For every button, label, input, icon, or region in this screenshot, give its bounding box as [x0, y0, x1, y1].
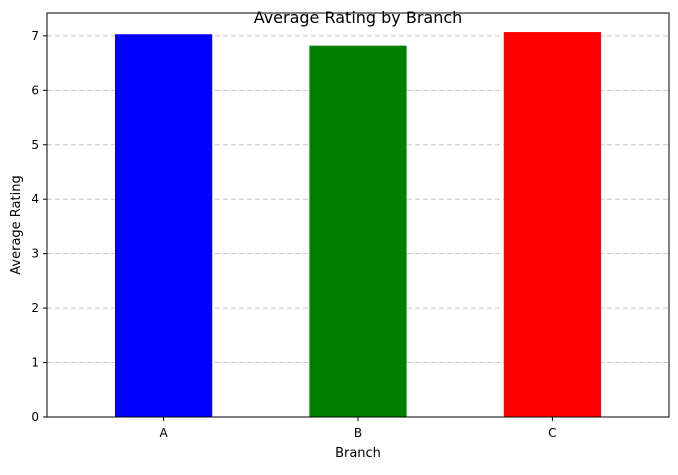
- y-tick-label: 3: [31, 247, 39, 261]
- y-axis-label: Average Rating: [9, 175, 24, 274]
- bar-B: [309, 45, 407, 418]
- y-tick-label: 0: [31, 410, 39, 424]
- bar-C: [503, 32, 601, 417]
- y-tick-label: 7: [31, 29, 39, 43]
- x-tick-label: B: [354, 426, 362, 440]
- y-axis-ticks: 0 1 2 3 4 5 6 7: [31, 29, 47, 424]
- x-axis-ticks: A B C: [160, 417, 557, 440]
- bar-A: [115, 34, 213, 418]
- x-tick-label: A: [160, 426, 169, 440]
- x-axis-label: Branch: [335, 446, 381, 461]
- y-tick-label: 1: [31, 356, 39, 370]
- x-tick-label: C: [548, 426, 556, 440]
- y-tick-label: 6: [31, 83, 39, 97]
- y-tick-label: 2: [31, 301, 39, 315]
- y-tick-label: 4: [31, 192, 39, 206]
- y-tick-label: 5: [31, 138, 39, 152]
- bars: [115, 32, 601, 418]
- chart-title: Average Rating by Branch: [254, 8, 463, 27]
